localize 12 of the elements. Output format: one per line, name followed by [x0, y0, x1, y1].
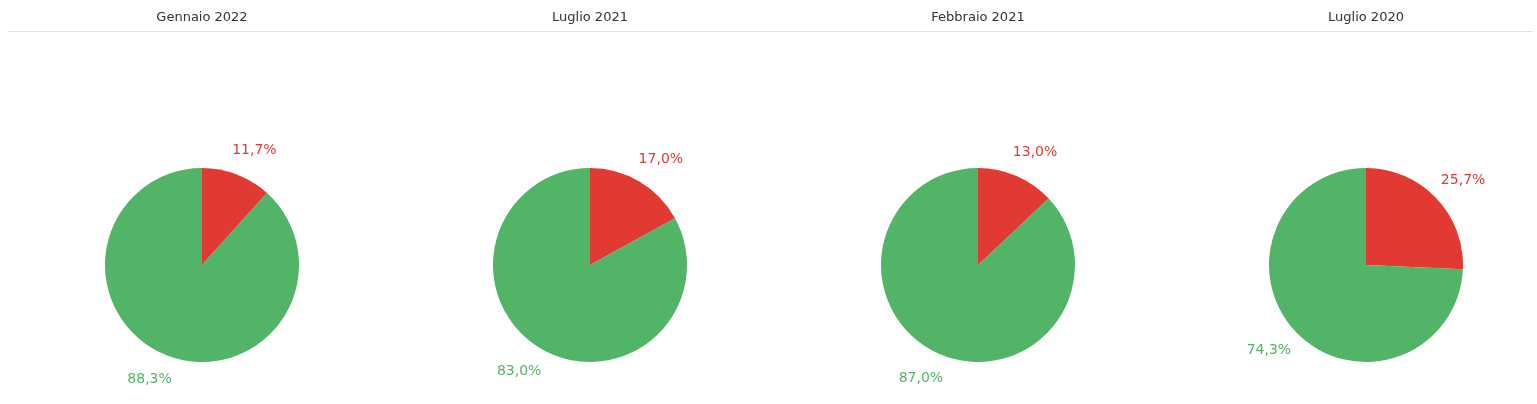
data-label: 17,0%: [638, 149, 684, 166]
data-label: 74,3%: [1246, 340, 1292, 357]
data-label: 11,7%: [232, 140, 277, 157]
data-label: 88,3%: [127, 370, 172, 387]
chart-title: Luglio 2020: [1327, 9, 1405, 24]
chart-title: Febbraio 2021: [930, 9, 1026, 24]
data-label: 13,0%: [1012, 142, 1058, 159]
data-label: 25,7%: [1440, 170, 1486, 187]
data-label: 83,0%: [496, 361, 542, 378]
data-label: 87,0%: [898, 368, 944, 385]
chart-title: Gennaio 2022: [155, 9, 249, 24]
chart-title: Luglio 2021: [551, 9, 629, 24]
